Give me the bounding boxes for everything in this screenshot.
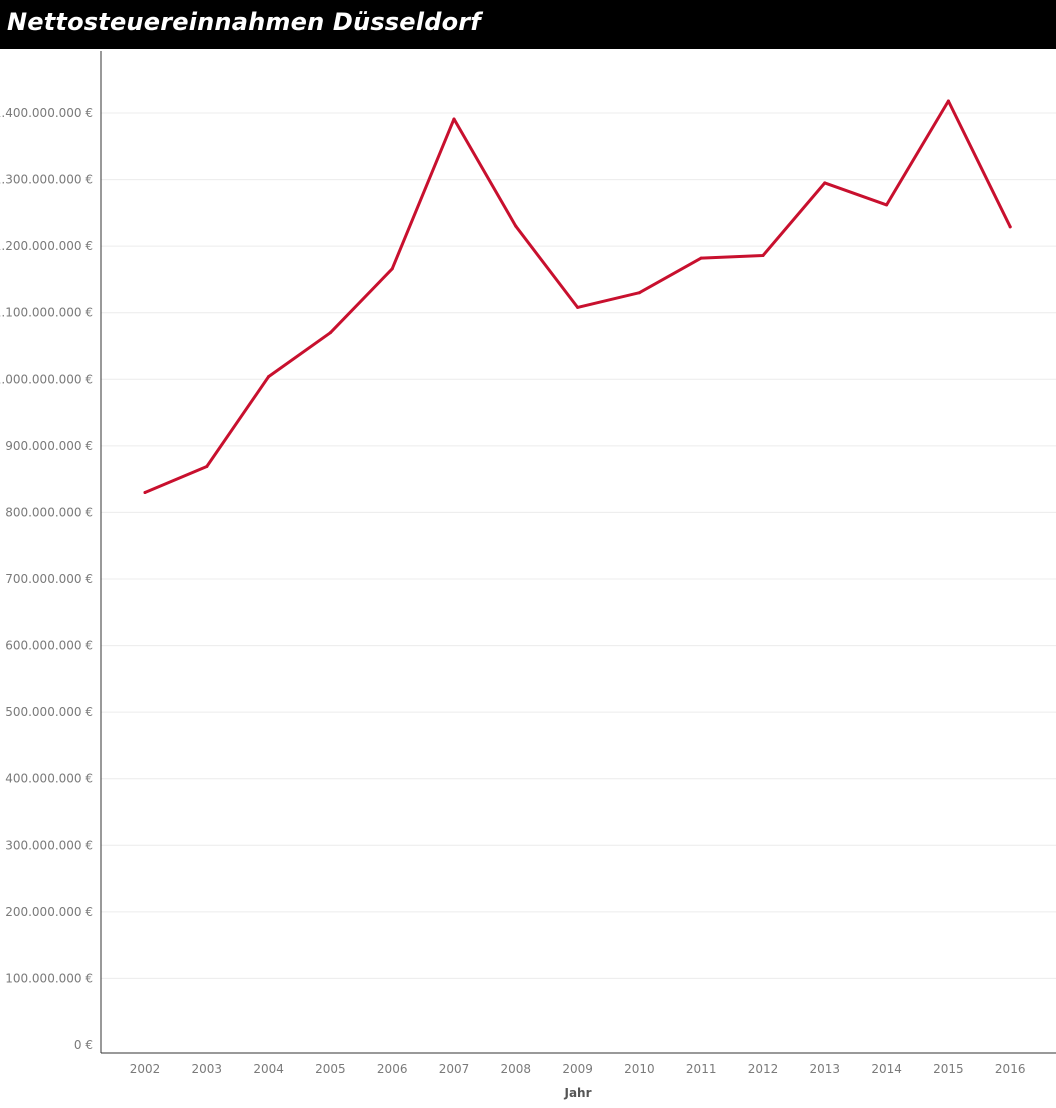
x-tick-label: 2012 bbox=[748, 1062, 779, 1076]
y-tick-label: 1.100.000.000 € bbox=[0, 306, 93, 320]
y-tick-label: 0 € bbox=[74, 1038, 93, 1052]
data-point bbox=[946, 99, 950, 103]
data-point bbox=[823, 181, 827, 185]
y-tick-label: 300.000.000 € bbox=[5, 838, 93, 852]
y-tick-label: 100.000.000 € bbox=[5, 971, 93, 985]
y-tick-label: 700.000.000 € bbox=[5, 572, 93, 586]
gridlines bbox=[101, 112, 1056, 979]
y-tick-label: 200.000.000 € bbox=[5, 905, 93, 919]
y-tick-label: 1.200.000.000 € bbox=[0, 239, 93, 253]
x-tick-label: 2002 bbox=[130, 1062, 161, 1076]
data-point bbox=[267, 375, 271, 379]
series-group bbox=[143, 99, 1012, 494]
x-tick-label: 2014 bbox=[871, 1062, 902, 1076]
data-point bbox=[885, 203, 889, 207]
data-point bbox=[514, 224, 518, 228]
line-chart: 0 € 100.000.000 € 200.000.000 € 300.000.000… bbox=[0, 51, 1056, 1100]
x-tick-label: 2016 bbox=[995, 1062, 1026, 1076]
y-tick-label: 1.300.000.000 € bbox=[0, 173, 93, 187]
y-tick-label: 1.000.000.000 € bbox=[0, 372, 93, 386]
x-tick-label: 2006 bbox=[377, 1062, 408, 1076]
y-tick-label: 500.000.000 € bbox=[5, 705, 93, 719]
data-point bbox=[637, 291, 641, 295]
y-tick-label: 600.000.000 € bbox=[5, 639, 93, 653]
x-tick-label: 2007 bbox=[439, 1062, 470, 1076]
x-tick-label: 2015 bbox=[933, 1062, 964, 1076]
chart-title: Nettosteuereinnahmen Düsseldorf bbox=[7, 8, 481, 36]
x-tick-label: 2008 bbox=[501, 1062, 532, 1076]
y-tick-label: 1.400.000.000 € bbox=[0, 106, 93, 120]
title-bar: Nettosteuereinnahmen Düsseldorf bbox=[0, 0, 1056, 49]
x-tick-label: 2003 bbox=[192, 1062, 223, 1076]
y-axis-ticks: 0 € 100.000.000 € 200.000.000 € 300.000.000… bbox=[0, 106, 93, 1052]
data-point bbox=[390, 267, 394, 271]
x-tick-label: 2005 bbox=[315, 1062, 346, 1076]
x-tick-label: 2011 bbox=[686, 1062, 717, 1076]
data-point bbox=[452, 117, 456, 121]
data-point bbox=[143, 490, 147, 494]
x-tick-label: 2009 bbox=[562, 1062, 593, 1076]
x-axis-title: Jahr bbox=[563, 1086, 591, 1100]
data-point bbox=[699, 256, 703, 260]
data-point bbox=[576, 305, 580, 309]
y-tick-label: 400.000.000 € bbox=[5, 772, 93, 786]
x-tick-label: 2010 bbox=[624, 1062, 655, 1076]
data-point bbox=[761, 253, 765, 257]
x-axis-ticks: 2002 2003 2004 2005 2006 2007 2008 2009 2010 2011… bbox=[130, 1062, 1026, 1076]
data-point bbox=[328, 331, 332, 335]
y-tick-label: 900.000.000 € bbox=[5, 439, 93, 453]
data-point bbox=[1008, 225, 1012, 229]
data-point bbox=[205, 464, 209, 468]
x-tick-label: 2013 bbox=[810, 1062, 841, 1076]
series-line bbox=[143, 99, 1012, 494]
y-tick-label: 800.000.000 € bbox=[5, 505, 93, 519]
x-tick-label: 2004 bbox=[253, 1062, 284, 1076]
